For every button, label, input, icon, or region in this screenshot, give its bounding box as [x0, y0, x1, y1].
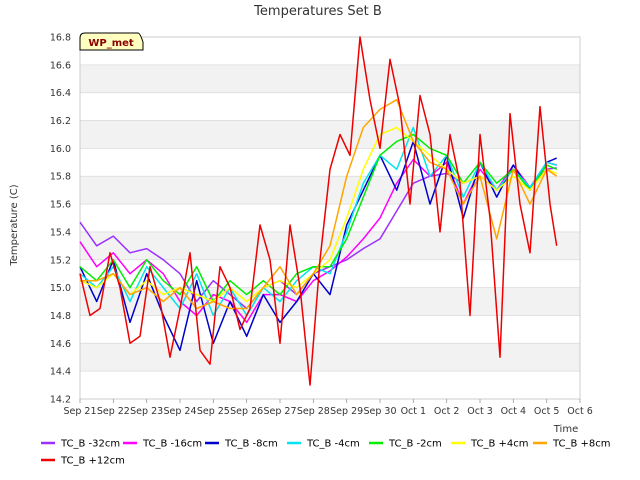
- legend-item: TC_B -4cm: [287, 439, 360, 450]
- legend-label: TC_B -16cm: [142, 439, 202, 450]
- y-tick-label: 14.6: [50, 339, 71, 350]
- y-axis-ticks: 14.2 14.4 14.6 14.8 15.0 15.2 15.4 15.6 15.8 16.0…: [50, 33, 71, 406]
- x-axis-ticks: Sep 21 Sep 22 Sep 23 Sep 24 Sep 25 Sep 26 Sep …: [63, 399, 593, 417]
- legend-label: TC_B +8cm: [552, 439, 611, 450]
- x-tick-label: Sep 22: [97, 406, 130, 417]
- legend-item: TC_B +12cm: [41, 456, 125, 467]
- badge-shape: [79, 32, 144, 51]
- y-tick-label: 15.4: [50, 227, 71, 238]
- x-tick-label: Sep 28: [297, 406, 330, 417]
- x-tick-label: Oct 5: [534, 406, 560, 417]
- chart-title: Temperatures Set B: [253, 4, 382, 19]
- y-tick-label: 16.0: [50, 144, 71, 155]
- x-tick-label: Oct 2: [434, 406, 460, 417]
- y-tick-label: 14.8: [50, 311, 71, 322]
- x-tick-label: Sep 26: [230, 406, 263, 417]
- y-tick-label: 14.4: [50, 367, 71, 378]
- legend-item: TC_B -16cm: [123, 439, 202, 450]
- plot-band: [80, 64, 580, 93]
- x-tick-label: Sep 23: [130, 406, 163, 417]
- legend-item: TC_B -32cm: [41, 439, 120, 450]
- x-tick-label: Sep 25: [197, 406, 230, 417]
- plot-band: [80, 343, 580, 372]
- wp-met-badge: WP_met: [79, 32, 144, 51]
- y-tick-label: 16.6: [50, 60, 71, 71]
- y-tick-label: 15.0: [50, 283, 71, 294]
- y-tick-label: 16.8: [50, 33, 71, 44]
- series-line: [79, 126, 557, 303]
- y-tick-label: 16.2: [50, 116, 71, 127]
- legend-label: TC_B -4cm: [306, 439, 360, 450]
- plot-background-bands: [80, 64, 580, 372]
- legend-label: TC_B -2cm: [388, 439, 442, 450]
- legend-label: TC_B +4cm: [470, 439, 529, 450]
- legend: TC_B -32cm TC_B -16cm TC_B -8cm TC_B -4cm TC…: [41, 439, 611, 467]
- y-tick-label: 15.8: [50, 172, 71, 183]
- x-tick-label: Sep 21: [63, 406, 96, 417]
- legend-label: TC_B -32cm: [60, 439, 120, 450]
- legend-label: TC_B +12cm: [60, 456, 125, 467]
- x-axis-title: Time: [553, 424, 578, 435]
- x-tick-label: Sep 27: [263, 406, 296, 417]
- plot-area-frame: [79, 36, 581, 400]
- y-axis-title: Temperature (C): [9, 184, 20, 266]
- legend-item: TC_B -2cm: [369, 439, 442, 450]
- legend-label: TC_B -8cm: [224, 439, 278, 450]
- legend-item: TC_B +8cm: [533, 439, 611, 450]
- y-tick-label: 14.2: [50, 395, 71, 406]
- badge-label: WP_met: [88, 38, 134, 49]
- y-tick-label: 15.2: [50, 255, 71, 266]
- x-tick-label: Sep 30: [363, 406, 396, 417]
- x-tick-label: Oct 3: [467, 406, 493, 417]
- series-line: [79, 36, 558, 386]
- y-tick-label: 15.6: [50, 200, 71, 211]
- x-tick-label: Oct 1: [401, 406, 427, 417]
- x-tick-label: Sep 24: [163, 406, 196, 417]
- x-tick-label: Sep 29: [330, 406, 363, 417]
- series-line: [79, 158, 557, 324]
- x-tick-label: Oct 4: [501, 406, 527, 417]
- x-tick-label: Oct 6: [567, 406, 593, 417]
- plot-band: [80, 120, 580, 149]
- legend-item: TC_B +4cm: [451, 439, 529, 450]
- series-line: [80, 98, 558, 310]
- legend-item: TC_B -8cm: [205, 439, 278, 450]
- series-lines: [79, 36, 558, 386]
- y-tick-label: 16.4: [50, 88, 71, 99]
